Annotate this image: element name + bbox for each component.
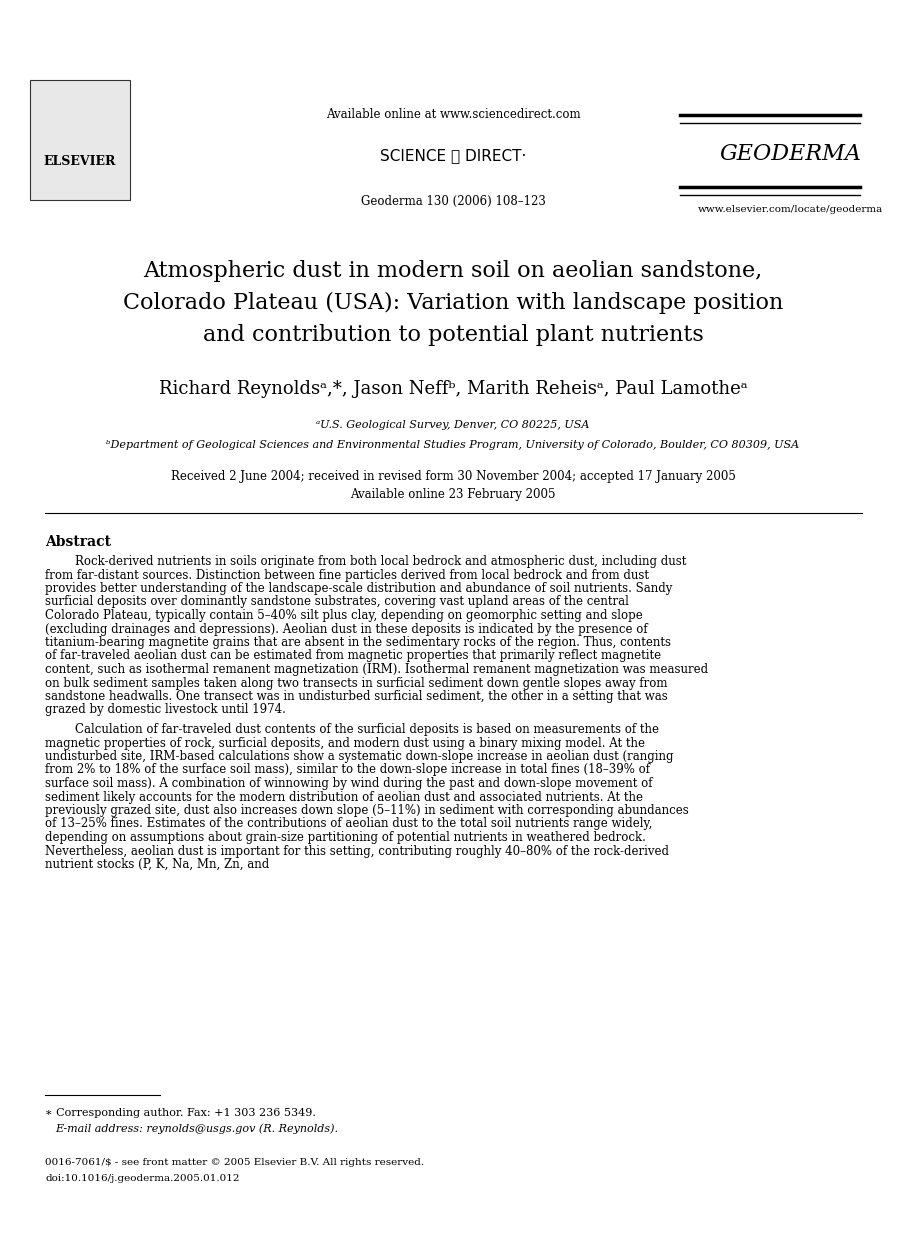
Text: www.elsevier.com/locate/geoderma: www.elsevier.com/locate/geoderma	[697, 206, 883, 214]
Text: SCIENCE ⓓ DIRECT·: SCIENCE ⓓ DIRECT·	[380, 149, 526, 163]
Text: depending on assumptions about grain-size partitioning of potential nutrients in: depending on assumptions about grain-siz…	[45, 831, 646, 844]
Text: Available online 23 February 2005: Available online 23 February 2005	[350, 488, 556, 501]
Text: sediment likely accounts for the modern distribution of aeolian dust and associa: sediment likely accounts for the modern …	[45, 791, 643, 803]
Text: Colorado Plateau (USA): Variation with landscape position: Colorado Plateau (USA): Variation with l…	[122, 292, 783, 314]
Text: Colorado Plateau, typically contain 5–40% silt plus clay, depending on geomorphi: Colorado Plateau, typically contain 5–40…	[45, 609, 643, 621]
Text: of 13–25% fines. Estimates of the contributions of aeolian dust to the total soi: of 13–25% fines. Estimates of the contri…	[45, 817, 652, 831]
Bar	[30, 80, 130, 201]
Text: (excluding drainages and depressions). Aeolian dust in these deposits is indicat: (excluding drainages and depressions). A…	[45, 623, 648, 635]
Text: surficial deposits over dominantly sandstone substrates, covering vast upland ar: surficial deposits over dominantly sands…	[45, 595, 629, 609]
Text: of far-traveled aeolian dust can be estimated from magnetic properties that prim: of far-traveled aeolian dust can be esti…	[45, 650, 661, 662]
Text: ᵃU.S. Geological Survey, Denver, CO 80225, USA: ᵃU.S. Geological Survey, Denver, CO 8022…	[317, 420, 590, 430]
Text: Received 2 June 2004; received in revised form 30 November 2004; accepted 17 Jan: Received 2 June 2004; received in revise…	[171, 470, 736, 483]
Text: Nevertheless, aeolian dust is important for this setting, contributing roughly 4: Nevertheless, aeolian dust is important …	[45, 844, 669, 858]
Text: provides better understanding of the landscape-scale distribution and abundance : provides better understanding of the lan…	[45, 582, 672, 595]
Text: GEODERMA: GEODERMA	[719, 144, 861, 165]
Text: ELSEVIER: ELSEVIER	[44, 155, 116, 168]
Text: on bulk sediment samples taken along two transects in surficial sediment down ge: on bulk sediment samples taken along two…	[45, 676, 668, 690]
Text: grazed by domestic livestock until 1974.: grazed by domestic livestock until 1974.	[45, 703, 286, 717]
Text: and contribution to potential plant nutrients: and contribution to potential plant nutr…	[202, 324, 703, 345]
Text: Available online at www.sciencedirect.com: Available online at www.sciencedirect.co…	[326, 108, 580, 121]
Text: 0016-7061/$ - see front matter © 2005 Elsevier B.V. All rights reserved.: 0016-7061/$ - see front matter © 2005 El…	[45, 1158, 424, 1167]
Text: from far-distant sources. Distinction between fine particles derived from local : from far-distant sources. Distinction be…	[45, 568, 649, 582]
Text: titanium-bearing magnetite grains that are absent in the sedimentary rocks of th: titanium-bearing magnetite grains that a…	[45, 636, 671, 649]
Text: Rock-derived nutrients in soils originate from both local bedrock and atmospheri: Rock-derived nutrients in soils originat…	[75, 555, 687, 568]
Text: Richard Reynoldsᵃ,*, Jason Neffᵇ, Marith Reheisᵃ, Paul Lamotheᵃ: Richard Reynoldsᵃ,*, Jason Neffᵇ, Marith…	[159, 380, 747, 397]
Text: ∗ Corresponding author. Fax: +1 303 236 5349.: ∗ Corresponding author. Fax: +1 303 236 …	[45, 1108, 316, 1118]
Text: sandstone headwalls. One transect was in undisturbed surficial sediment, the oth: sandstone headwalls. One transect was in…	[45, 690, 668, 703]
Text: Atmospheric dust in modern soil on aeolian sandstone,: Atmospheric dust in modern soil on aeoli…	[143, 260, 763, 282]
Text: from 2% to 18% of the surface soil mass), similar to the down-slope increase in : from 2% to 18% of the surface soil mass)…	[45, 764, 650, 776]
Text: Calculation of far-traveled dust contents of the surficial deposits is based on : Calculation of far-traveled dust content…	[75, 723, 659, 737]
Text: ᵇDepartment of Geological Sciences and Environmental Studies Program, University: ᵇDepartment of Geological Sciences and E…	[106, 439, 800, 449]
Text: Abstract: Abstract	[45, 535, 111, 548]
Text: previously grazed site, dust also increases down slope (5–11%) in sediment with : previously grazed site, dust also increa…	[45, 803, 688, 817]
Text: Geoderma 130 (2006) 108–123: Geoderma 130 (2006) 108–123	[361, 196, 545, 208]
Text: nutrient stocks (P, K, Na, Mn, Zn, and: nutrient stocks (P, K, Na, Mn, Zn, and	[45, 858, 269, 872]
Text: magnetic properties of rock, surficial deposits, and modern dust using a binary : magnetic properties of rock, surficial d…	[45, 737, 645, 749]
Text: undisturbed site, IRM-based calculations show a systematic down-slope increase i: undisturbed site, IRM-based calculations…	[45, 750, 674, 763]
Text: surface soil mass). A combination of winnowing by wind during the past and down-: surface soil mass). A combination of win…	[45, 777, 652, 790]
Text: content, such as isothermal remanent magnetization (IRM). Isothermal remanent ma: content, such as isothermal remanent mag…	[45, 664, 708, 676]
Text: doi:10.1016/j.geoderma.2005.01.012: doi:10.1016/j.geoderma.2005.01.012	[45, 1174, 239, 1184]
Text: E-mail address: reynolds@usgs.gov (R. Reynolds).: E-mail address: reynolds@usgs.gov (R. Re…	[55, 1123, 338, 1134]
